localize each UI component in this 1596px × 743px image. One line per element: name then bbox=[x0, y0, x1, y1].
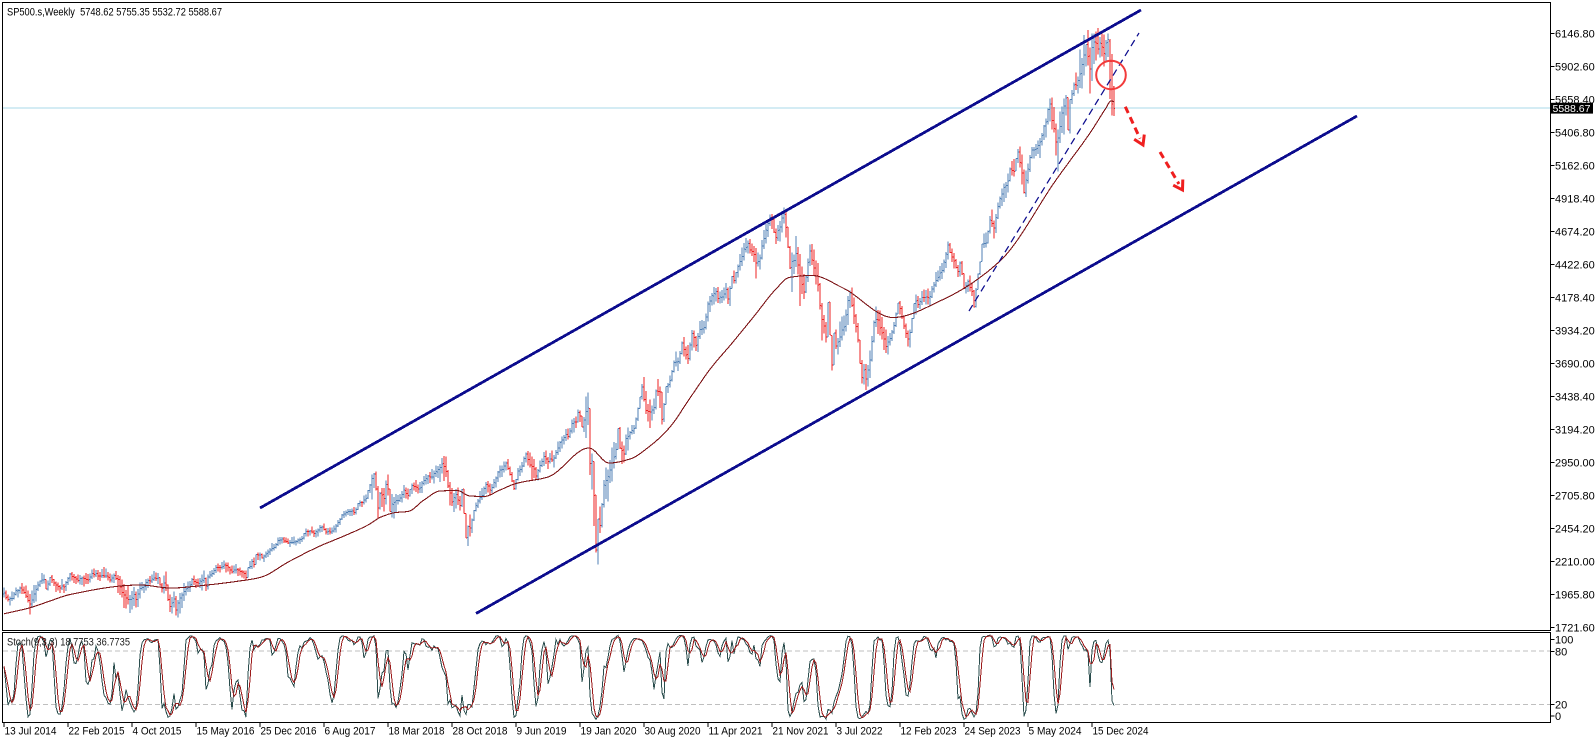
svg-text:15 May 2016: 15 May 2016 bbox=[197, 726, 255, 738]
svg-text:6146.80: 6146.80 bbox=[1555, 29, 1595, 41]
svg-text:20: 20 bbox=[1555, 700, 1567, 712]
svg-text:2950.00: 2950.00 bbox=[1555, 458, 1595, 470]
svg-text:5406.80: 5406.80 bbox=[1555, 128, 1595, 140]
svg-text:3934.20: 3934.20 bbox=[1555, 326, 1595, 338]
svg-text:2705.80: 2705.80 bbox=[1555, 491, 1595, 503]
svg-text:5162.60: 5162.60 bbox=[1555, 161, 1595, 173]
svg-text:3 Jul 2022: 3 Jul 2022 bbox=[837, 726, 883, 738]
svg-text:4422.60: 4422.60 bbox=[1555, 260, 1595, 272]
svg-text:25 Dec 2016: 25 Dec 2016 bbox=[261, 726, 317, 738]
svg-text:28 Oct 2018: 28 Oct 2018 bbox=[453, 726, 508, 738]
svg-text:6 Aug 2017: 6 Aug 2017 bbox=[325, 726, 376, 738]
svg-text:9 Jun 2019: 9 Jun 2019 bbox=[517, 726, 567, 738]
svg-text:5588.67: 5588.67 bbox=[1553, 103, 1591, 115]
svg-text:1965.80: 1965.80 bbox=[1555, 590, 1595, 602]
svg-text:2454.20: 2454.20 bbox=[1555, 524, 1595, 536]
svg-text:11 Apr 2021: 11 Apr 2021 bbox=[709, 726, 763, 738]
svg-text:4674.20: 4674.20 bbox=[1555, 227, 1595, 239]
svg-text:19 Jan 2020: 19 Jan 2020 bbox=[581, 726, 637, 738]
svg-text:5902.60: 5902.60 bbox=[1555, 62, 1595, 74]
svg-text:5 May 2024: 5 May 2024 bbox=[1029, 726, 1082, 738]
svg-text:22 Feb 2015: 22 Feb 2015 bbox=[69, 726, 125, 738]
svg-text:3690.00: 3690.00 bbox=[1555, 359, 1595, 371]
svg-text:4 Oct 2015: 4 Oct 2015 bbox=[133, 726, 182, 738]
svg-text:SP500.s,Weekly 5748.62 5755.3: SP500.s,Weekly 5748.62 5755.35 5532.72 5… bbox=[7, 7, 222, 19]
svg-text:80: 80 bbox=[1555, 647, 1567, 659]
svg-text:1721.60: 1721.60 bbox=[1555, 623, 1595, 635]
svg-text:Stoch(9,3,3) 18.7753 36.7735: Stoch(9,3,3) 18.7753 36.7735 bbox=[7, 637, 130, 649]
svg-text:3194.20: 3194.20 bbox=[1555, 425, 1595, 437]
svg-text:24 Sep 2023: 24 Sep 2023 bbox=[965, 726, 1021, 738]
svg-text:4178.40: 4178.40 bbox=[1555, 293, 1595, 305]
svg-text:0: 0 bbox=[1555, 711, 1561, 723]
svg-text:100: 100 bbox=[1555, 635, 1573, 647]
svg-text:3438.40: 3438.40 bbox=[1555, 392, 1595, 404]
svg-text:30 Aug 2020: 30 Aug 2020 bbox=[645, 726, 701, 738]
svg-text:12 Feb 2023: 12 Feb 2023 bbox=[901, 726, 957, 738]
svg-text:15 Dec 2024: 15 Dec 2024 bbox=[1093, 726, 1149, 738]
svg-text:2210.00: 2210.00 bbox=[1555, 557, 1595, 569]
svg-text:13 Jul 2014: 13 Jul 2014 bbox=[5, 726, 57, 738]
svg-text:21 Nov 2021: 21 Nov 2021 bbox=[773, 726, 829, 738]
svg-text:18 Mar 2018: 18 Mar 2018 bbox=[389, 726, 445, 738]
svg-text:4918.40: 4918.40 bbox=[1555, 194, 1595, 206]
